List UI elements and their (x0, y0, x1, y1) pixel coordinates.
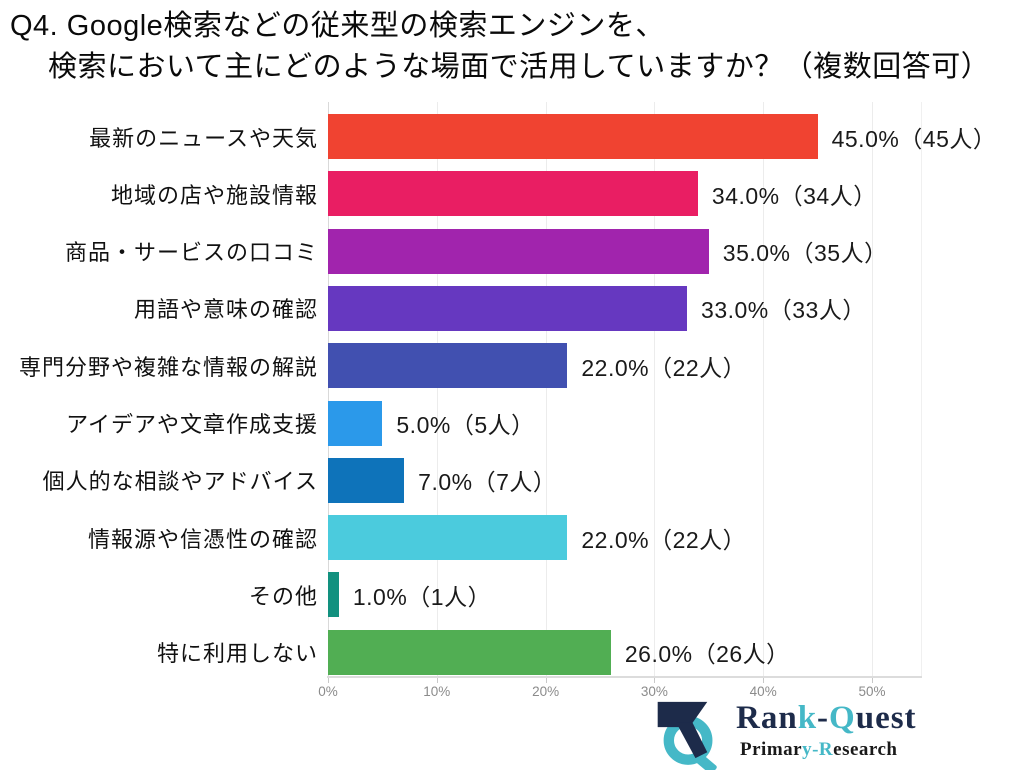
x-tick-label: 20% (532, 684, 560, 699)
value-label: 26.0%（26人） (624, 641, 790, 668)
category-label: 地域の店や施設情報 (110, 182, 318, 208)
plot-right-border (920, 102, 922, 676)
gridline (872, 102, 873, 676)
x-axis-tick (872, 678, 873, 683)
x-tick-label: 10% (423, 684, 451, 699)
category-label: 商品・サービスの口コミ (64, 240, 318, 266)
value-label: 35.0%（35人） (722, 240, 888, 267)
x-tick-label: 0% (318, 684, 338, 699)
x-axis-tick (436, 678, 438, 683)
value-label: 22.0%（22人） (581, 354, 747, 381)
logo-name-segment: Ran (736, 700, 798, 736)
bar (328, 285, 688, 331)
value-label: 45.0%（45人） (831, 125, 997, 152)
value-label: 33.0%（33人） (701, 297, 866, 324)
bar (328, 171, 698, 217)
gridline (545, 102, 547, 676)
bar-chart: 0% 10% 20% 30% 40% 50% 最新のニュースや天気 45.0%（45人） 地域の… (0, 96, 1024, 716)
logo-name-segment: k (797, 700, 818, 736)
rankquest-logo-icon (657, 701, 717, 770)
value-label: 5.0%（5人） (396, 412, 535, 438)
chart-title-line2: 検索において主にどのような場面で活用していますか？（複数回答可） (48, 51, 991, 83)
x-axis-tick (328, 678, 329, 683)
category-label: アイデアや文章作成支援 (66, 412, 318, 437)
logo-name-segment: uest (855, 700, 917, 736)
x-axis-tick (545, 678, 547, 683)
logo-name: Rank-Quest (736, 698, 917, 738)
logo-name-segment: - (817, 700, 830, 736)
logo-subtitle-segment: y-R (802, 739, 834, 760)
x-axis-tick (763, 678, 765, 683)
gridline (436, 102, 438, 676)
category-label: 個人的な相談やアドバイス (42, 469, 318, 495)
bar (328, 400, 383, 446)
value-label: 22.0%（22人） (581, 526, 747, 553)
gridline (654, 102, 656, 676)
logo-subtitle: Primary-Research (740, 738, 917, 762)
category-label: 用語や意味の確認 (133, 297, 318, 323)
category-label: 専門分野や複雑な情報の解説 (18, 354, 318, 380)
bar (328, 457, 405, 503)
chart-title: Q4. Google検索などの従来型の検索エンジンを、 検索において主にどのよう… (10, 6, 1020, 88)
logo-name-segment: Q (829, 700, 856, 736)
value-label: 34.0%（34人） (711, 182, 877, 209)
logo-subtitle-segment: Primar (740, 739, 803, 760)
bar (328, 629, 611, 675)
x-axis-tick (654, 678, 656, 683)
rankquest-logo: Rank-Quest Primary-Research (652, 696, 942, 774)
x-axis-line (327, 676, 922, 678)
bar (328, 228, 709, 274)
bar (328, 572, 339, 618)
category-label: その他 (248, 583, 318, 609)
chart-title-line1: Q4. Google検索などの従来型の検索エンジンを、 (10, 10, 665, 42)
category-label: 情報源や信憑性の確認 (87, 526, 318, 552)
bar (328, 114, 818, 159)
logo-subtitle-segment: esearch (833, 739, 898, 760)
value-label: 7.0%（7人） (418, 469, 557, 496)
logo-text: Rank-Quest Primary-Research (736, 696, 917, 762)
gridline (763, 102, 765, 676)
x-tick-label: 40% (749, 684, 777, 699)
value-label: 1.0%（1人） (352, 583, 492, 610)
x-tick-label: 50% (858, 684, 886, 699)
bar (328, 343, 568, 389)
x-tick-label: 30% (640, 684, 668, 699)
bar (328, 515, 568, 561)
gridline (328, 102, 329, 676)
category-label: 特に利用しない (156, 641, 318, 667)
category-label: 最新のニュースや天気 (89, 125, 318, 151)
